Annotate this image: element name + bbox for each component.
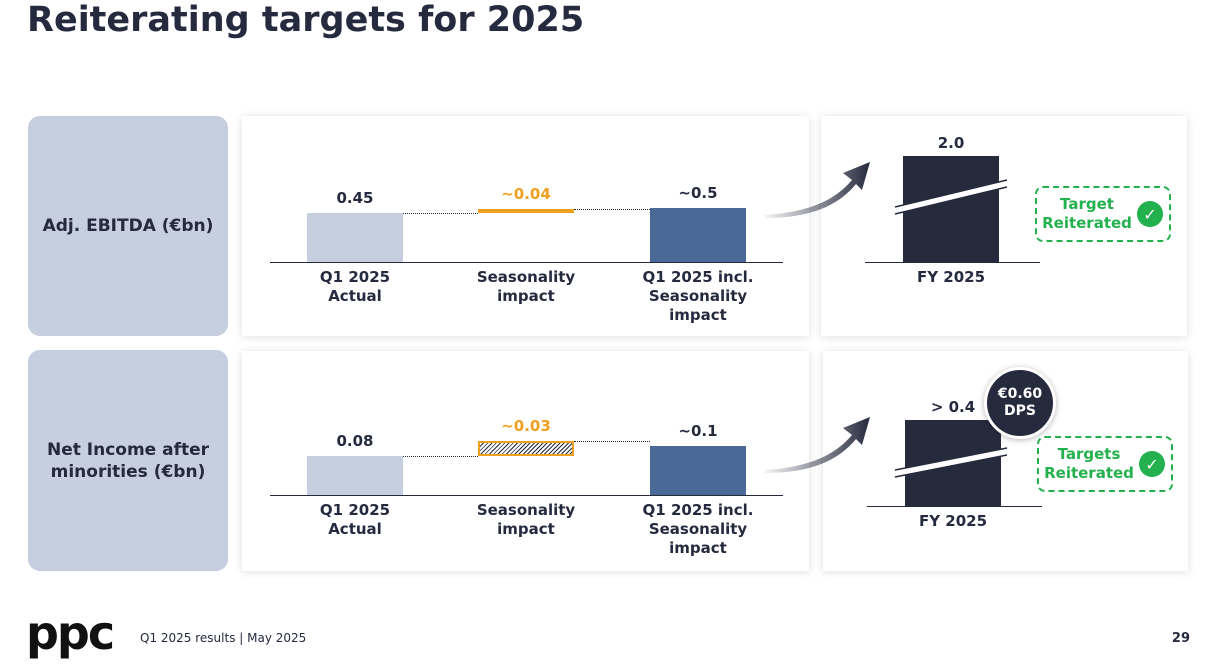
badge-text: Target Reiterated (1042, 195, 1132, 232)
row-label: Net Income after minorities (€bn) (28, 350, 228, 571)
value-label: ~0.04 (501, 185, 551, 204)
bar (307, 455, 403, 495)
target-badge: Target Reiterated ✓ (1035, 186, 1171, 242)
bar (650, 445, 746, 495)
logo: ppc (26, 606, 115, 660)
connector (403, 213, 478, 215)
value-label: 0.45 (336, 189, 374, 208)
connector (574, 209, 650, 211)
category-label: Q1 2025 Actual (319, 501, 391, 538)
baseline (867, 506, 1042, 507)
bar (478, 209, 574, 214)
row-label: Adj. EBITDA (€bn) (28, 116, 228, 336)
baseline (270, 262, 783, 263)
bar (905, 420, 1001, 506)
category-label: FY 2025 (918, 512, 988, 530)
dps-label: DPS (1004, 403, 1036, 419)
value-label: 2.0 (937, 134, 965, 152)
row-label-text: Net Income after minorities (€bn) (46, 439, 210, 482)
value-label: ~0.5 (678, 184, 718, 202)
category-label: Seasonality impact (476, 268, 576, 305)
baseline (270, 495, 783, 496)
badge-text: Targets Reiterated (1044, 445, 1134, 482)
footer-text: Q1 2025 results | May 2025 (140, 631, 307, 645)
slide-title: Reiterating targets for 2025 (27, 0, 585, 40)
chart-panel: 2.0 FY 2025 (821, 116, 1187, 336)
dps-amount: €0.60 (997, 386, 1043, 402)
bar (650, 208, 746, 262)
check-icon: ✓ (1137, 201, 1163, 227)
chart-panel: 0.08 Q1 2025 Actual ~0.03 Seasonality impac… (242, 351, 809, 571)
value-label: ~0.1 (678, 421, 718, 440)
bar (307, 213, 403, 262)
bar (478, 441, 574, 456)
value-label: 0.08 (336, 431, 374, 450)
target-badge: Targets Reiterated ✓ (1037, 436, 1173, 492)
category-label: Q1 2025 incl. Seasonality impact (642, 501, 754, 557)
category-label: FY 2025 (916, 268, 986, 286)
category-label: Seasonality impact (476, 501, 576, 538)
chart-panel: 0.45 Q1 2025 Actual ~0.04 Seasonality impac… (242, 116, 809, 336)
baseline (865, 262, 1040, 263)
category-label: Q1 2025 incl. Seasonality impact (642, 268, 754, 324)
connector (574, 441, 650, 442)
value-label: > 0.4 (930, 398, 976, 416)
category-label: Q1 2025 Actual (319, 268, 391, 305)
dps-circle: €0.60 DPS (984, 367, 1056, 439)
connector (403, 455, 478, 457)
row-label-text: Adj. EBITDA (€bn) (42, 216, 214, 236)
page-number: 29 (1171, 631, 1190, 646)
check-icon: ✓ (1139, 451, 1165, 477)
value-label: ~0.03 (501, 417, 551, 435)
bar (903, 156, 999, 262)
